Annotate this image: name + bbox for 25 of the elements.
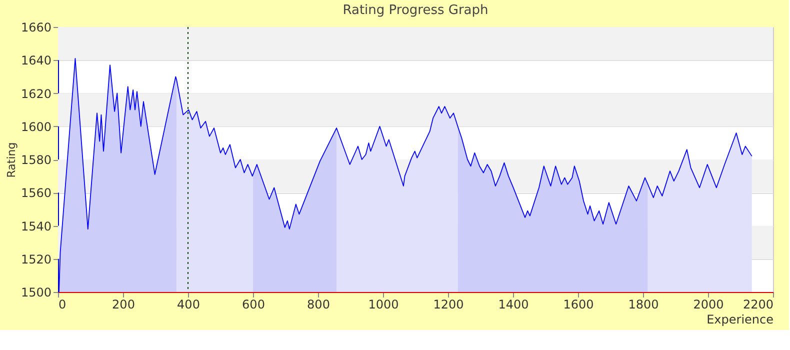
- x-tick-label: 1800: [628, 298, 659, 312]
- x-tick-label: 1400: [498, 298, 529, 312]
- y-tick-label: 1560: [20, 186, 52, 200]
- x-tick-label: 2200: [742, 298, 774, 312]
- y-axis-title: Rating: [4, 142, 18, 178]
- chart-title: Rating Progress Graph: [342, 3, 488, 18]
- line-series: [58, 58, 752, 292]
- x-tick-label: 1000: [368, 298, 399, 312]
- y-tick-label: 1520: [20, 252, 52, 266]
- y-tick-label: 1580: [20, 153, 52, 167]
- x-tick-label: 0: [58, 298, 66, 312]
- y-tick-label: 1660: [20, 20, 52, 34]
- x-tick-label: 600: [242, 298, 265, 312]
- y-tick-label: 1600: [20, 120, 52, 134]
- x-tick-label: 200: [112, 298, 135, 312]
- y-tick-label: 1640: [20, 54, 52, 68]
- y-tick-label: 1620: [20, 86, 52, 101]
- x-tick-label: 400: [177, 298, 200, 312]
- y-tick-label: 1500: [20, 286, 52, 300]
- x-tick-label: 1200: [433, 298, 464, 312]
- x-tick-label: 1600: [563, 298, 594, 312]
- x-axis-title: Experience: [706, 312, 774, 326]
- y-tick-label: 1540: [20, 219, 52, 234]
- x-tick-label: 800: [307, 298, 330, 312]
- x-tick-label: 2000: [693, 298, 724, 312]
